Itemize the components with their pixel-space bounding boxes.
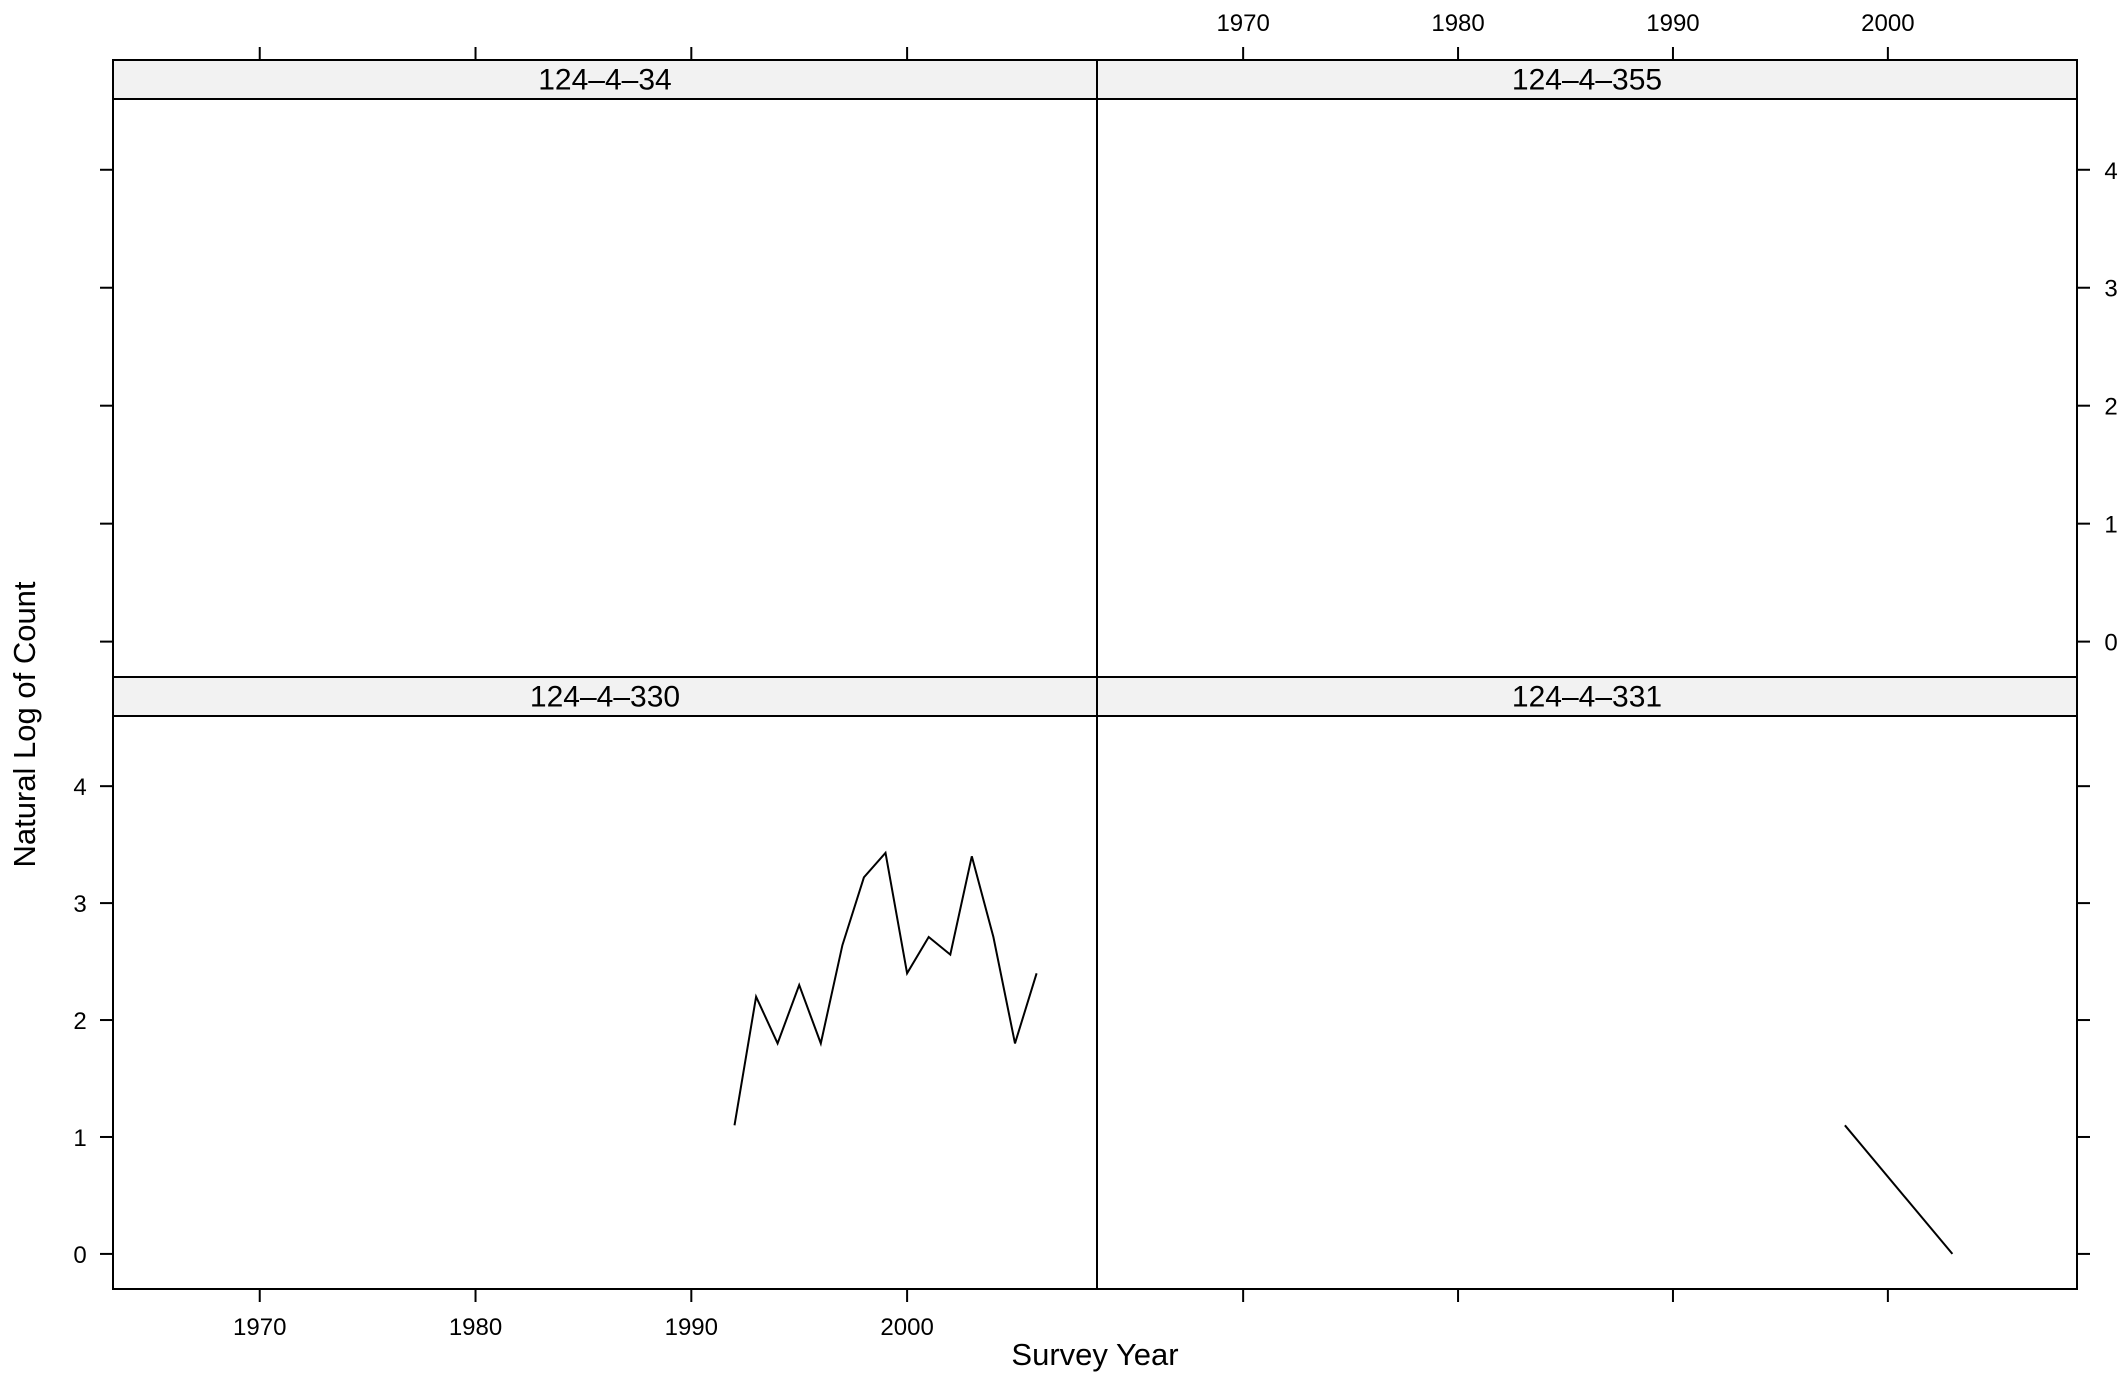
axis-ticks: 1970 1970 1980 1980 1990 1990 2000 2000 0 0 1 1 2 2 3 3… [73,10,2117,1341]
x-tick-label: 1990 [665,1314,718,1341]
y-tick-label: 4 [73,774,86,801]
panel-strip [112,59,1098,100]
x-tick-label: 1980 [1431,10,1484,37]
y-tick-label: 0 [2104,630,2117,657]
y-tick-label: 1 [2104,512,2117,539]
panel-3: 124–4–330 [112,676,1098,1290]
panel-strip [112,676,1098,717]
panel-title: 124–4–355 [1512,64,1662,97]
y-tick-label: 1 [73,1125,86,1152]
y-tick-label: 2 [2104,394,2117,421]
panel-frame [1096,98,2078,678]
y-tick-label: 4 [2104,158,2117,185]
series-line [1844,1124,1954,1255]
panel-2: 124–4–355 [1096,59,2078,678]
panels: 124–4–34 124–4–355 124–4–330 124–4–331 [112,59,2078,1290]
y-tick-label: 2 [73,1008,86,1035]
y-tick-label: 3 [2104,276,2117,303]
panel-strip [1096,676,2078,717]
panel-title: 124–4–330 [530,681,680,714]
x-tick-label: 2000 [1861,10,1914,37]
x-axis-label: Survey Year [1011,1337,1178,1372]
series-line [733,850,1038,1126]
x-tick-label: 1990 [1646,10,1699,37]
panel-frame [112,98,1098,678]
x-tick-label: 1980 [449,1314,502,1341]
panel-frame [112,715,1098,1290]
x-tick-label: 1970 [1216,10,1269,37]
panel-title: 124–4–34 [538,64,671,97]
y-tick-label: 0 [73,1242,86,1269]
panel-1: 124–4–34 [112,59,1098,678]
x-tick-label: 1970 [233,1314,286,1341]
panel-strip [1096,59,2078,100]
y-tick-label: 3 [73,891,86,918]
panel-frame [1096,715,2078,1290]
x-tick-label: 2000 [880,1314,933,1341]
panel-4: 124–4–331 [1096,676,2078,1290]
y-axis-label: Natural Log of Count [7,581,42,867]
panel-title: 124–4–331 [1512,681,1662,714]
